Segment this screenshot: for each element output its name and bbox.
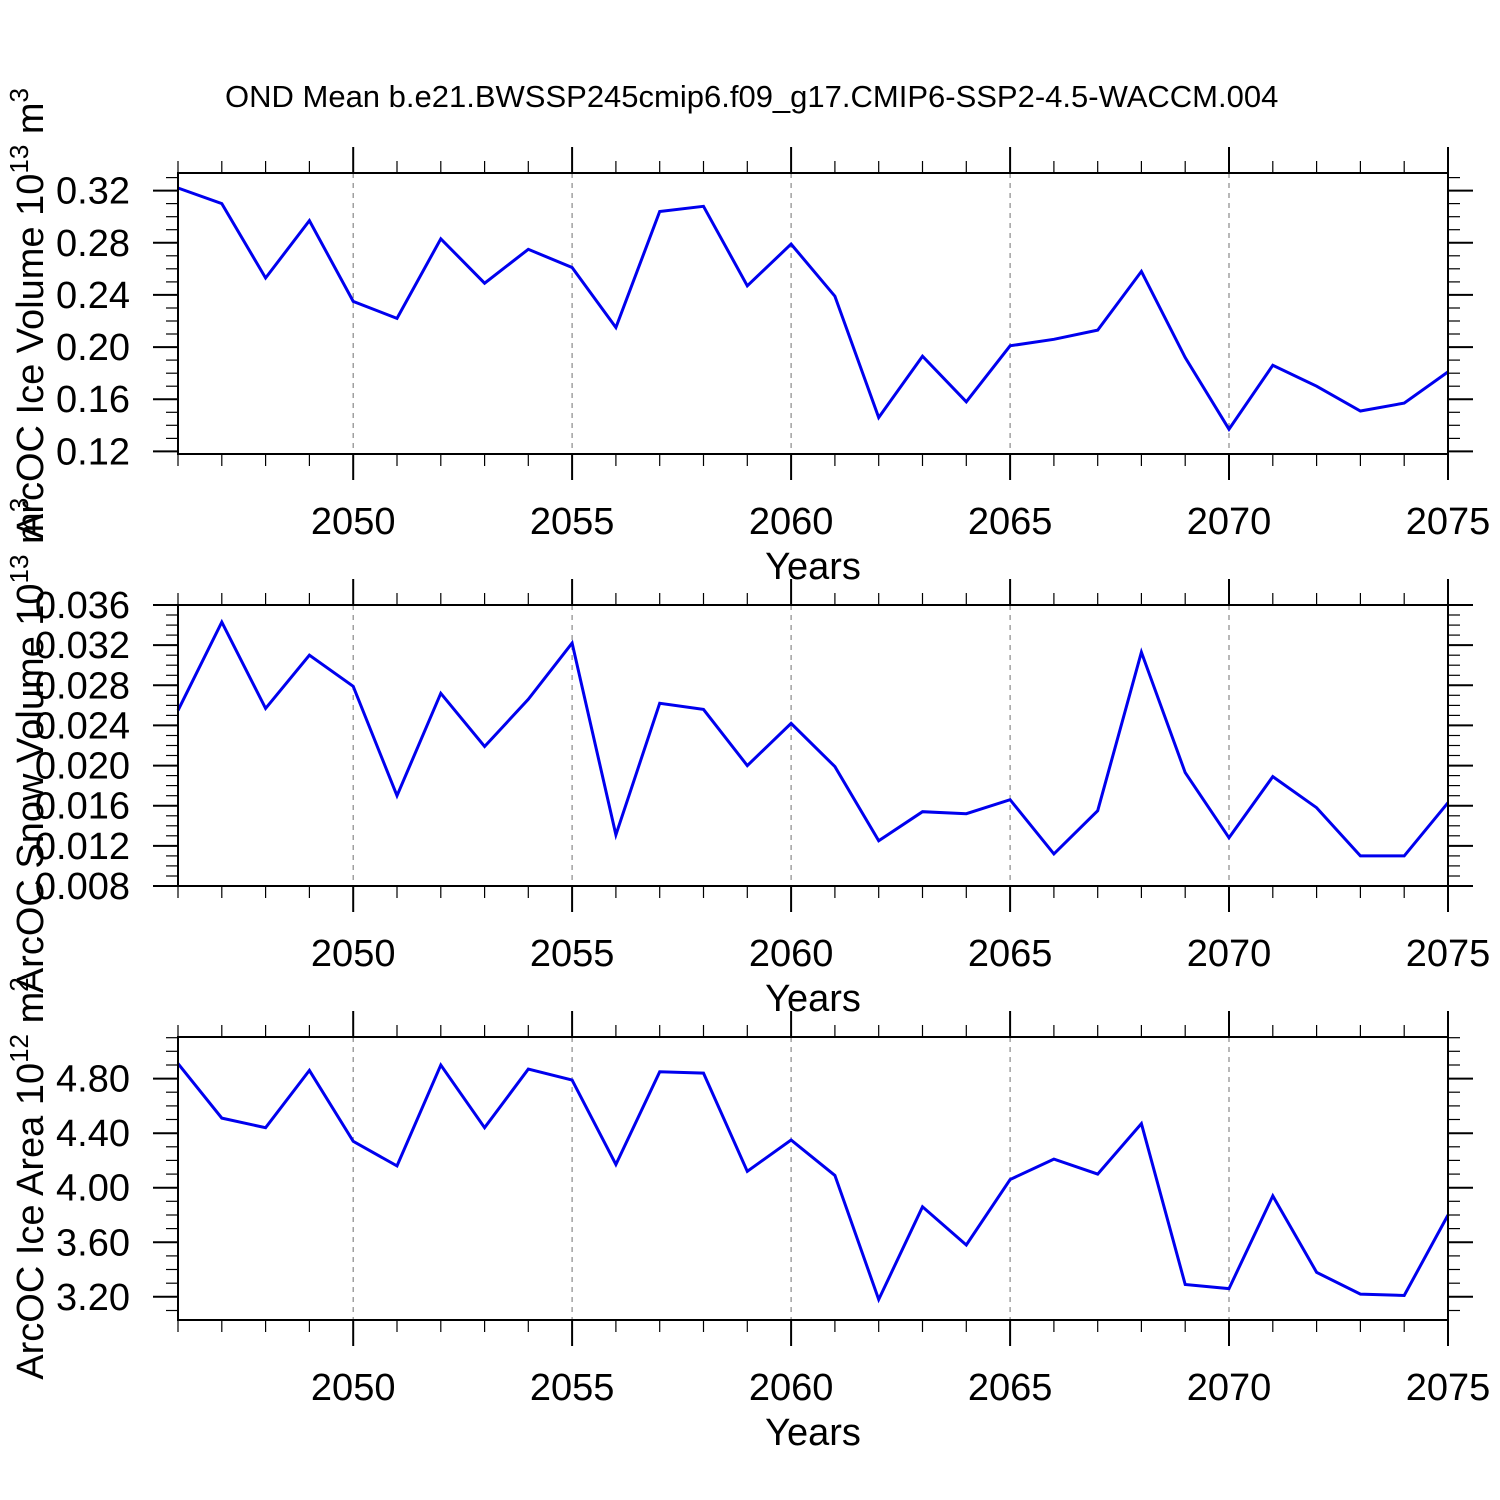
y-tick-label: 4.80 [56, 1059, 130, 1101]
chart-layers: 0.12 0.16 0.20 0.24 0.28 0.32 2050 2055 2060 2065… [35, 147, 1490, 1409]
tick-labels: 0.12 0.16 0.20 0.24 0.28 0.32 2050 2055 2060 2065… [56, 171, 1490, 543]
ylabel-main: ArcOC Ice Volume 10 [10, 174, 52, 539]
ylabel-unit-exponent: 2 [4, 977, 34, 991]
ylabel-exponent: 13 [4, 145, 34, 174]
ylabel-unit: m [10, 992, 52, 1034]
x-tick-label: 2075 [1406, 501, 1491, 543]
y-tick-label: 0.032 [35, 625, 130, 667]
x-tick-label: 2055 [530, 933, 615, 975]
axis-ticks [153, 1011, 1473, 1346]
x-axis-label-panel-3: Years [765, 1412, 861, 1454]
data-line-snow-volume [176, 618, 1450, 858]
ylabel-main: ArcOC Snow Volume 10 [10, 583, 52, 993]
panel-ice-volume: 0.12 0.16 0.20 0.24 0.28 0.32 2050 2055 2060 2065… [56, 147, 1490, 543]
y-tick-label: 0.20 [56, 327, 130, 369]
ylabel-exponent: 12 [4, 1034, 34, 1063]
plot-border [177, 172, 1449, 455]
y-tick-label: 0.028 [35, 665, 130, 707]
panel-ice-area: 3.20 3.60 4.00 4.40 4.80 2050 2055 2060 2065 2070… [56, 1011, 1490, 1409]
y-tick-label: 3.20 [56, 1277, 130, 1319]
y-axis-label-snow-volume: ArcOC Snow Volume 1013 m3 [4, 498, 52, 993]
y-axis-label-ice-volume: ArcOC Ice Volume 1013 m3 [4, 88, 52, 539]
y-tick-label: 0.008 [35, 866, 130, 908]
x-tick-label: 2050 [311, 933, 396, 975]
ylabel-unit-exponent: 3 [4, 88, 34, 102]
x-tick-label: 2055 [530, 501, 615, 543]
tick-labels: 3.20 3.60 4.00 4.40 4.80 2050 2055 2060 2065 2070… [56, 1059, 1490, 1409]
y-tick-label: 4.40 [56, 1113, 130, 1155]
x-tick-label: 2075 [1406, 1367, 1491, 1409]
ylabel-unit-exponent: 3 [4, 498, 34, 512]
y-axis-label-ice-area: ArcOC Ice Area 1012 m2 [4, 977, 52, 1379]
y-tick-label: 0.16 [56, 379, 130, 421]
y-tick-label: 0.12 [56, 431, 130, 473]
y-tick-label: 4.00 [56, 1168, 130, 1210]
x-tick-label: 2070 [1187, 933, 1272, 975]
panel-snow-volume: 0.0080.0120.0160.0200.0240.0280.0320.036… [35, 579, 1490, 975]
x-tick-label: 2050 [311, 1367, 396, 1409]
data-line-ice-volume [177, 186, 1449, 432]
x-tick-label: 2050 [311, 501, 396, 543]
x-tick-label: 2060 [749, 933, 834, 975]
tick-labels: 0.0080.0120.0160.0200.0240.0280.0320.036… [35, 585, 1490, 975]
x-axis-label-panel-1: Years [765, 546, 861, 588]
ylabel-exponent: 13 [4, 555, 34, 584]
chart-title: OND Mean b.e21.BWSSP245cmip6.f09_g17.CMI… [225, 79, 1278, 114]
ylabel-unit: m [10, 512, 52, 554]
gridlines [352, 1037, 1230, 1320]
x-tick-label: 2065 [968, 933, 1053, 975]
y-tick-label: 0.012 [35, 826, 130, 868]
ylabel-main: ArcOC Ice Area 10 [10, 1063, 52, 1380]
ylabel-unit: m [10, 102, 52, 144]
x-axis-label-panel-2: Years [765, 978, 861, 1020]
x-tick-label: 2060 [749, 1367, 834, 1409]
y-tick-label: 0.024 [35, 705, 130, 747]
x-tick-label: 2070 [1187, 1367, 1272, 1409]
y-tick-label: 0.020 [35, 746, 130, 788]
y-tick-label: 0.28 [56, 223, 130, 265]
axis-ticks [153, 147, 1473, 480]
x-tick-label: 2075 [1406, 933, 1491, 975]
y-tick-label: 0.24 [56, 275, 130, 317]
x-tick-label: 2055 [530, 1367, 615, 1409]
x-tick-label: 2065 [968, 1367, 1053, 1409]
data-line-ice-area [176, 1061, 1450, 1304]
y-tick-label: 3.60 [56, 1222, 130, 1264]
y-tick-label: 0.036 [35, 585, 130, 627]
y-tick-label: 0.016 [35, 786, 130, 828]
plot-border [177, 1036, 1449, 1321]
axis-ticks [153, 579, 1473, 912]
x-tick-label: 2070 [1187, 501, 1272, 543]
x-tick-label: 2065 [968, 501, 1053, 543]
x-tick-label: 2060 [749, 501, 834, 543]
gridlines [352, 173, 1230, 454]
y-tick-label: 0.32 [56, 171, 130, 213]
